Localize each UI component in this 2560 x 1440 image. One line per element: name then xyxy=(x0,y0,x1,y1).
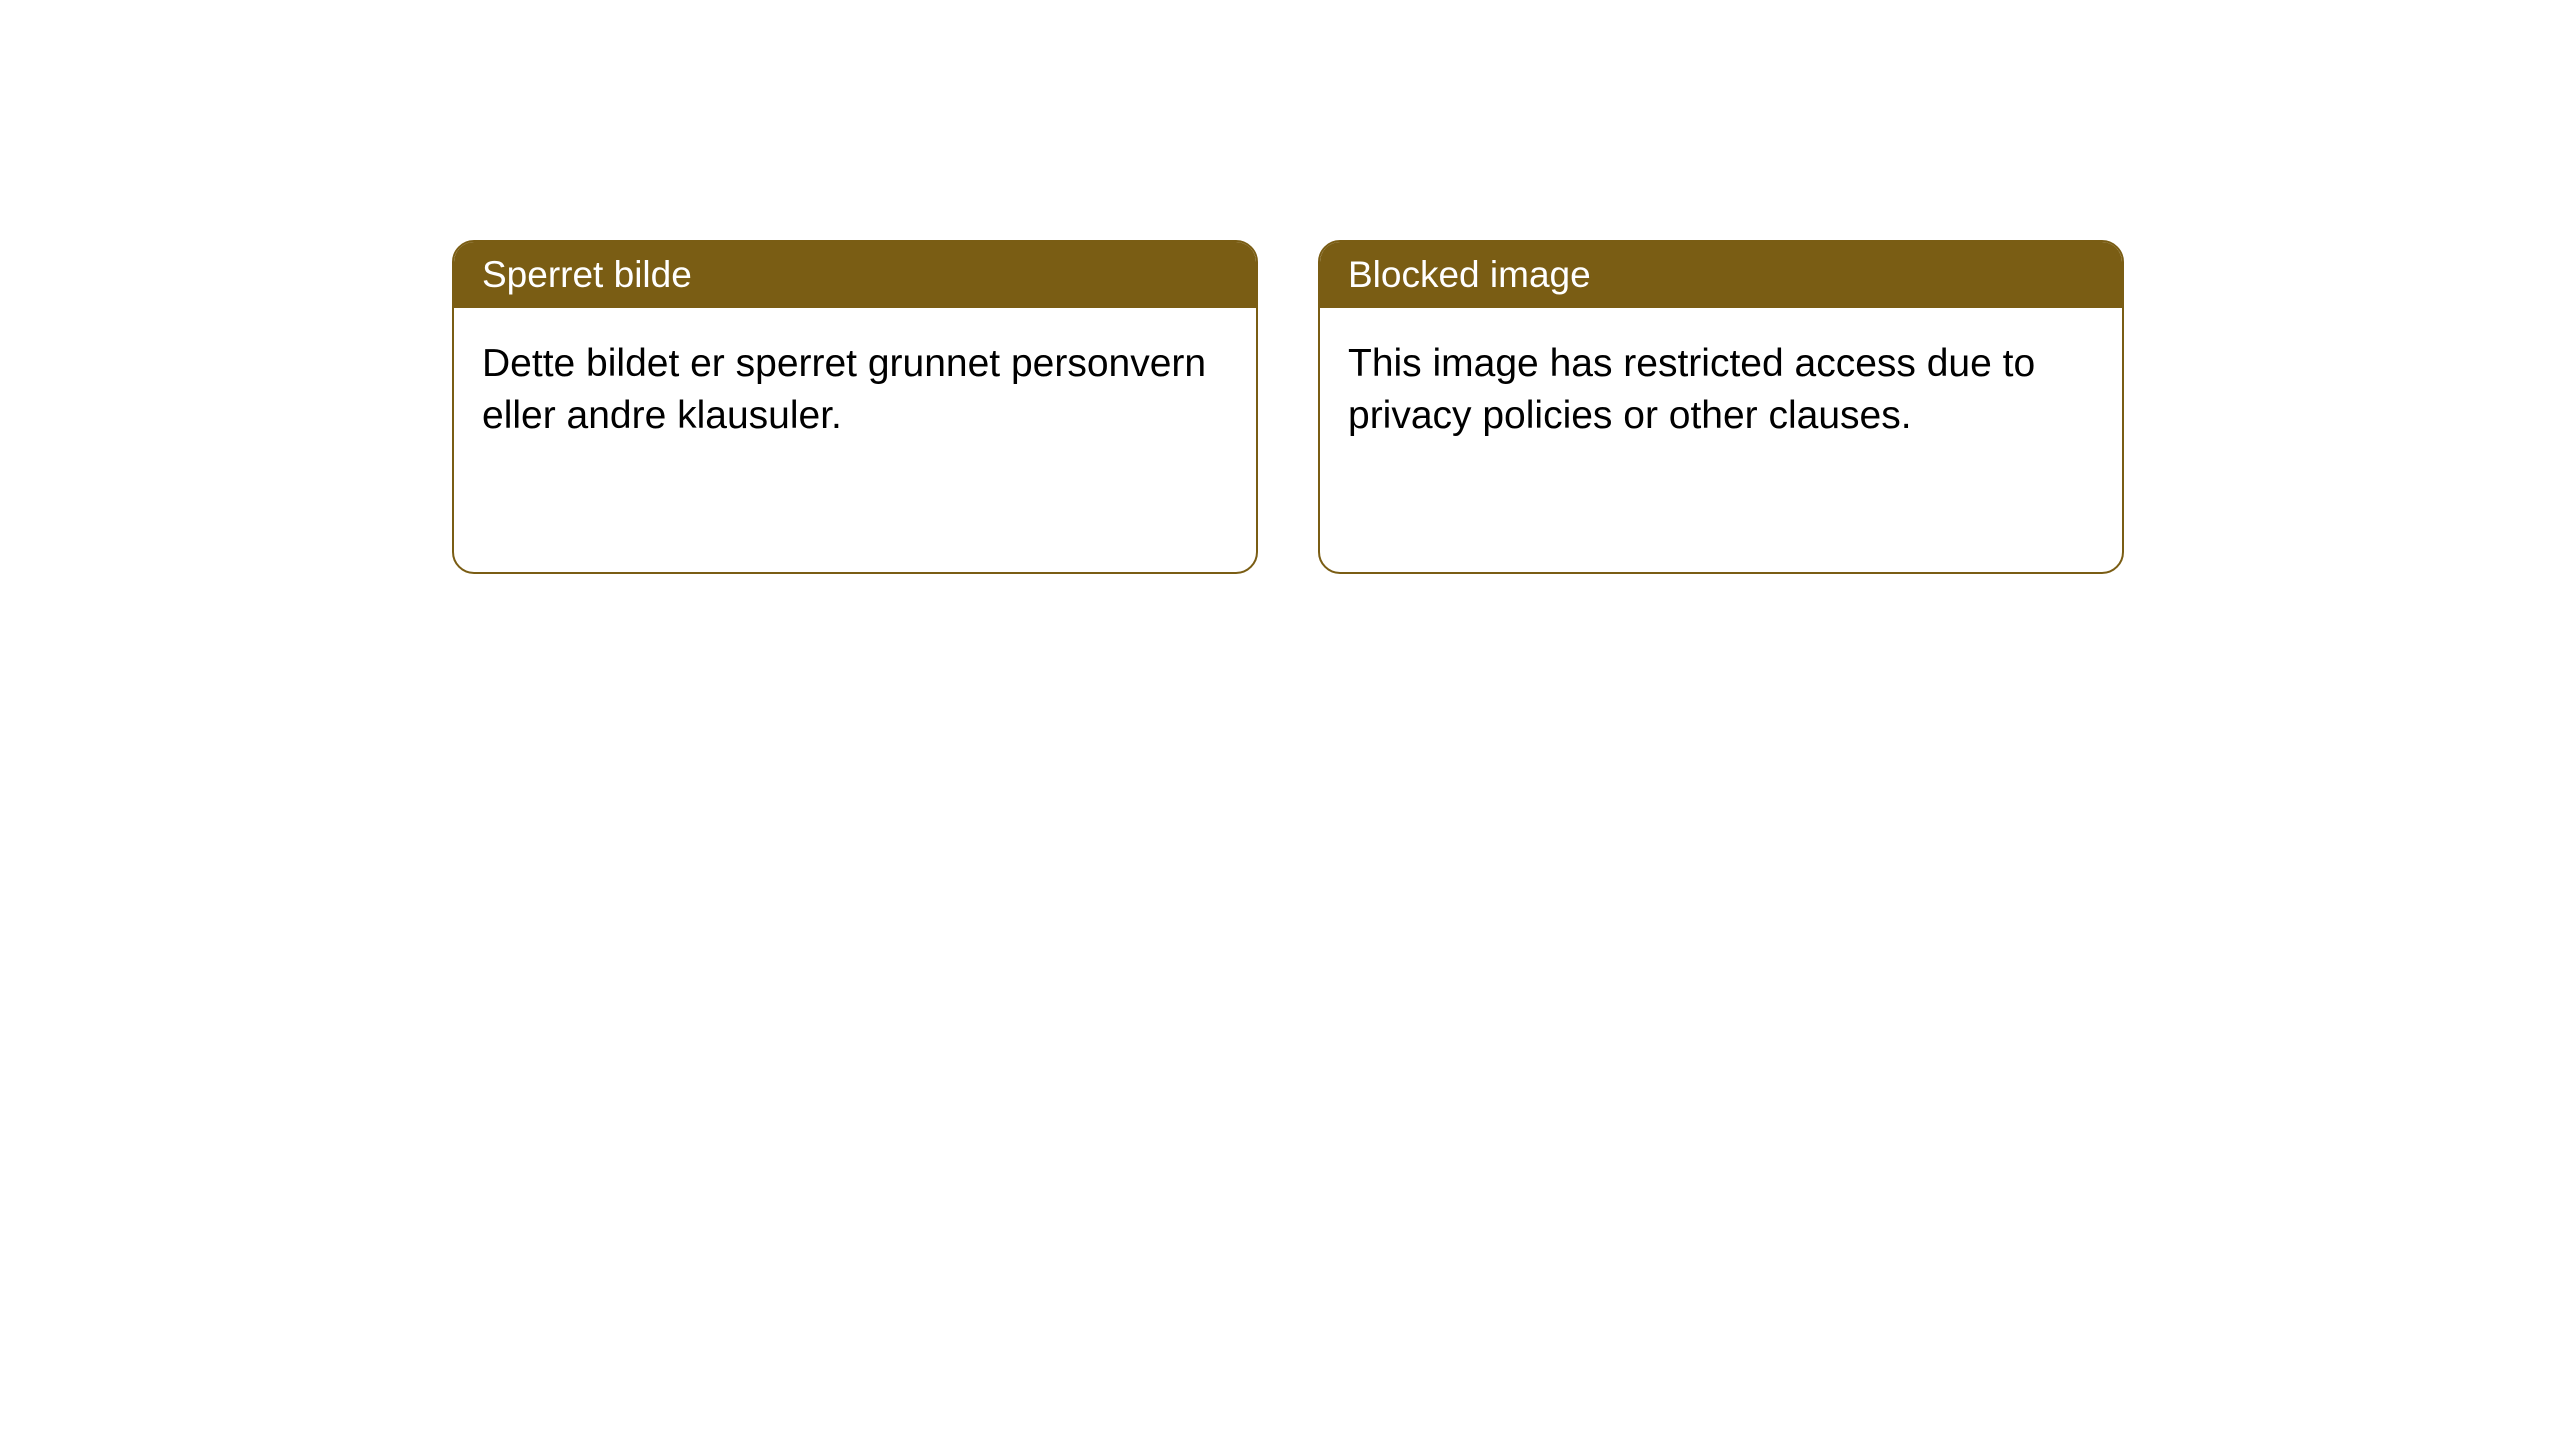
notice-body: Dette bildet er sperret grunnet personve… xyxy=(454,308,1256,472)
notice-container: Sperret bilde Dette bildet er sperret gr… xyxy=(0,0,2560,574)
notice-body: This image has restricted access due to … xyxy=(1320,308,2122,472)
notice-card-english: Blocked image This image has restricted … xyxy=(1318,240,2124,574)
notice-card-norwegian: Sperret bilde Dette bildet er sperret gr… xyxy=(452,240,1258,574)
notice-header: Blocked image xyxy=(1320,242,2122,308)
notice-header: Sperret bilde xyxy=(454,242,1256,308)
